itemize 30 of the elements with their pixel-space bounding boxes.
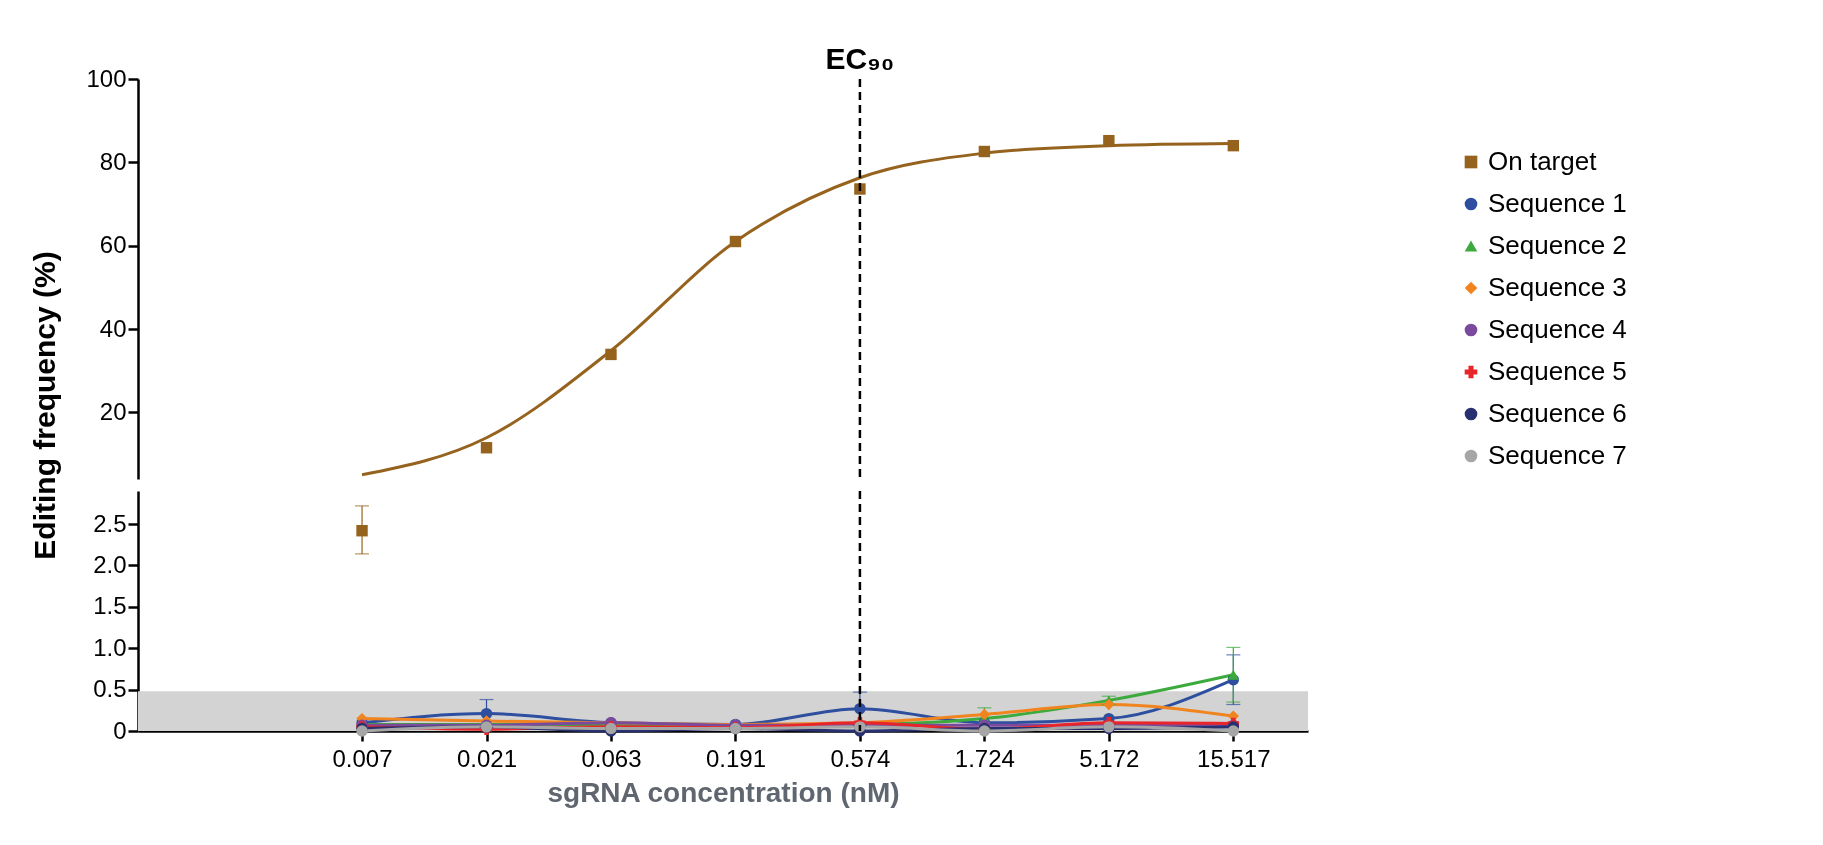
legend-label: Sequence 5 xyxy=(1488,356,1627,386)
legend-label: Sequence 1 xyxy=(1488,188,1627,218)
x-tick-label: 1.724 xyxy=(954,744,1015,772)
x-tick-label: 0.574 xyxy=(830,744,891,772)
legend-label: On target xyxy=(1488,146,1598,176)
y-tick-label: 60 xyxy=(99,231,127,259)
ref-line-label: EC₉₀ xyxy=(825,42,895,75)
y-tick-label: 0 xyxy=(113,716,127,744)
legend-label: Sequence 6 xyxy=(1488,398,1627,428)
legend-label: Sequence 2 xyxy=(1488,230,1627,260)
y-tick-label: 100 xyxy=(86,64,127,92)
y-tick-label: 2.5 xyxy=(93,509,127,537)
x-tick-label: 0.007 xyxy=(332,744,393,772)
legend-label: Sequence 3 xyxy=(1488,272,1627,302)
legend-label: Sequence 7 xyxy=(1488,440,1627,470)
x-tick-label: 0.021 xyxy=(456,744,518,772)
x-axis-title: sgRNA concentration (nM) xyxy=(547,776,900,808)
y-tick-label: 80 xyxy=(99,147,127,175)
x-tick-label: 5.172 xyxy=(1079,744,1140,772)
x-tick-label: 15.517 xyxy=(1197,744,1271,772)
x-tick-label: 0.191 xyxy=(705,744,766,772)
y-tick-label: 0.5 xyxy=(93,675,127,703)
x-tick-label: 0.063 xyxy=(581,744,642,772)
y-tick-label: 2.0 xyxy=(93,550,127,578)
y-axis-title: Editing frequency (%) xyxy=(27,251,61,560)
y-tick-label: 20 xyxy=(99,397,127,425)
legend-label: Sequence 4 xyxy=(1488,314,1627,344)
y-tick-label: 40 xyxy=(99,314,127,342)
y-tick-label: 1.0 xyxy=(93,633,127,661)
y-tick-label: 1.5 xyxy=(93,592,127,620)
